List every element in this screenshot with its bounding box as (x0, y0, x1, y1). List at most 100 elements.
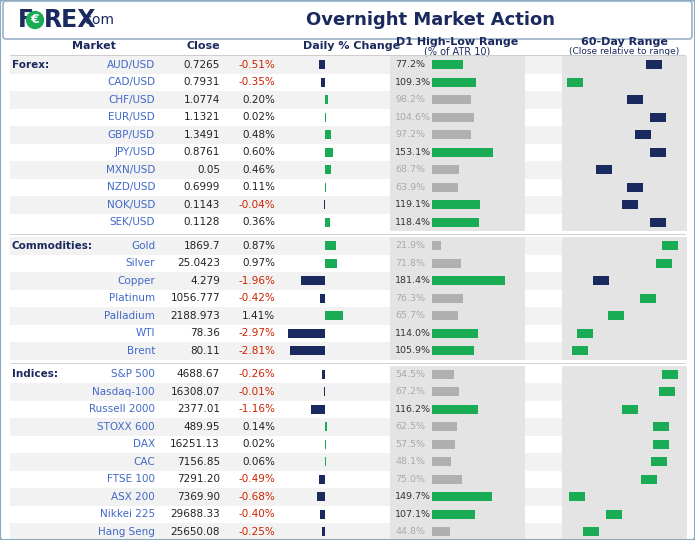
Text: JPY/USD: JPY/USD (114, 147, 155, 157)
Bar (325, 130, 331, 139)
Bar (662, 241, 678, 251)
Text: WTI: WTI (136, 328, 155, 338)
Bar (639, 294, 655, 303)
Bar (432, 294, 462, 303)
Text: Commodities:: Commodities: (12, 241, 93, 251)
Bar (390, 325, 525, 342)
Bar (562, 126, 687, 144)
Bar (390, 56, 525, 73)
Bar (432, 241, 441, 251)
Bar (390, 196, 525, 213)
Text: 29688.33: 29688.33 (170, 509, 220, 519)
Text: 0.14%: 0.14% (242, 422, 275, 432)
Bar (432, 276, 505, 285)
Text: 0.36%: 0.36% (242, 217, 275, 227)
Bar (390, 213, 525, 231)
Text: 0.06%: 0.06% (242, 457, 275, 467)
Text: 104.6%: 104.6% (395, 113, 431, 122)
Text: AUD/USD: AUD/USD (107, 60, 155, 70)
Bar (596, 165, 612, 174)
Bar (10, 488, 685, 505)
Text: Gold: Gold (131, 241, 155, 251)
Text: NZD/USD: NZD/USD (106, 183, 155, 192)
Text: 1.1321: 1.1321 (183, 112, 220, 122)
Bar (325, 95, 327, 104)
Bar (432, 404, 478, 414)
Bar (10, 366, 685, 383)
Bar (635, 130, 651, 139)
Bar (627, 183, 643, 192)
Text: 76.3%: 76.3% (395, 294, 425, 303)
Bar (432, 165, 459, 174)
Bar (432, 311, 458, 320)
Text: -0.42%: -0.42% (238, 293, 275, 303)
Bar (322, 527, 325, 536)
Text: 0.7931: 0.7931 (183, 77, 220, 87)
Bar (10, 126, 685, 144)
Text: 4688.67: 4688.67 (177, 369, 220, 379)
Bar (562, 325, 687, 342)
Text: 16251.13: 16251.13 (170, 439, 220, 449)
Bar (390, 161, 525, 179)
Bar (594, 276, 610, 285)
Bar (432, 259, 461, 268)
Bar (653, 440, 669, 449)
Bar (650, 148, 666, 157)
Text: 77.2%: 77.2% (395, 60, 425, 69)
Text: Palladium: Palladium (104, 310, 155, 321)
Bar (432, 510, 475, 519)
Bar (562, 179, 687, 196)
Bar (320, 78, 325, 87)
Text: -0.25%: -0.25% (238, 526, 275, 537)
Text: 57.5%: 57.5% (395, 440, 425, 449)
Text: 67.2%: 67.2% (395, 387, 425, 396)
Bar (390, 109, 525, 126)
Bar (577, 329, 593, 338)
Text: 16308.07: 16308.07 (170, 387, 220, 397)
Bar (432, 527, 450, 536)
Text: -0.49%: -0.49% (238, 474, 275, 484)
Bar (653, 422, 669, 431)
Bar (325, 440, 326, 449)
Text: 2188.973: 2188.973 (170, 310, 220, 321)
Bar (562, 289, 687, 307)
Bar (10, 161, 685, 179)
Bar (650, 218, 666, 227)
Text: 44.8%: 44.8% (395, 527, 425, 536)
Bar (432, 78, 475, 87)
Text: 0.11%: 0.11% (242, 183, 275, 192)
Text: .com: .com (80, 13, 114, 27)
Bar (325, 218, 329, 227)
Bar (390, 254, 525, 272)
Text: 0.1143: 0.1143 (183, 200, 220, 210)
Text: CAC: CAC (133, 457, 155, 467)
Bar (390, 272, 525, 289)
Bar (10, 342, 685, 360)
Text: 0.87%: 0.87% (242, 241, 275, 251)
Text: -2.81%: -2.81% (238, 346, 275, 356)
Text: 0.60%: 0.60% (242, 147, 275, 157)
Text: 0.02%: 0.02% (242, 112, 275, 122)
Bar (562, 56, 687, 73)
Text: 1.41%: 1.41% (242, 310, 275, 321)
Bar (325, 113, 326, 122)
Bar (390, 307, 525, 325)
Bar (325, 422, 327, 431)
Text: 0.6999: 0.6999 (183, 183, 220, 192)
Text: 107.1%: 107.1% (395, 510, 431, 519)
Bar (10, 289, 685, 307)
Bar (583, 527, 599, 536)
Text: 7291.20: 7291.20 (177, 474, 220, 484)
Text: NOK/USD: NOK/USD (106, 200, 155, 210)
Text: 80.11: 80.11 (190, 346, 220, 356)
Text: 65.7%: 65.7% (395, 311, 425, 320)
Bar (390, 237, 525, 254)
Text: -0.35%: -0.35% (238, 77, 275, 87)
Bar (324, 200, 325, 210)
Bar (562, 109, 687, 126)
Bar (646, 60, 662, 69)
Text: 4.279: 4.279 (190, 276, 220, 286)
Text: CAD/USD: CAD/USD (107, 77, 155, 87)
Text: S&P 500: S&P 500 (111, 369, 155, 379)
Bar (10, 56, 685, 73)
